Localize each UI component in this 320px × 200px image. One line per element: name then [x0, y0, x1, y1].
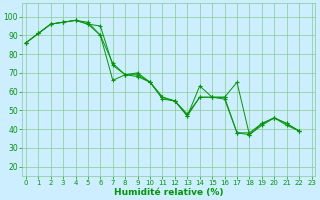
X-axis label: Humidité relative (%): Humidité relative (%) — [114, 188, 223, 197]
